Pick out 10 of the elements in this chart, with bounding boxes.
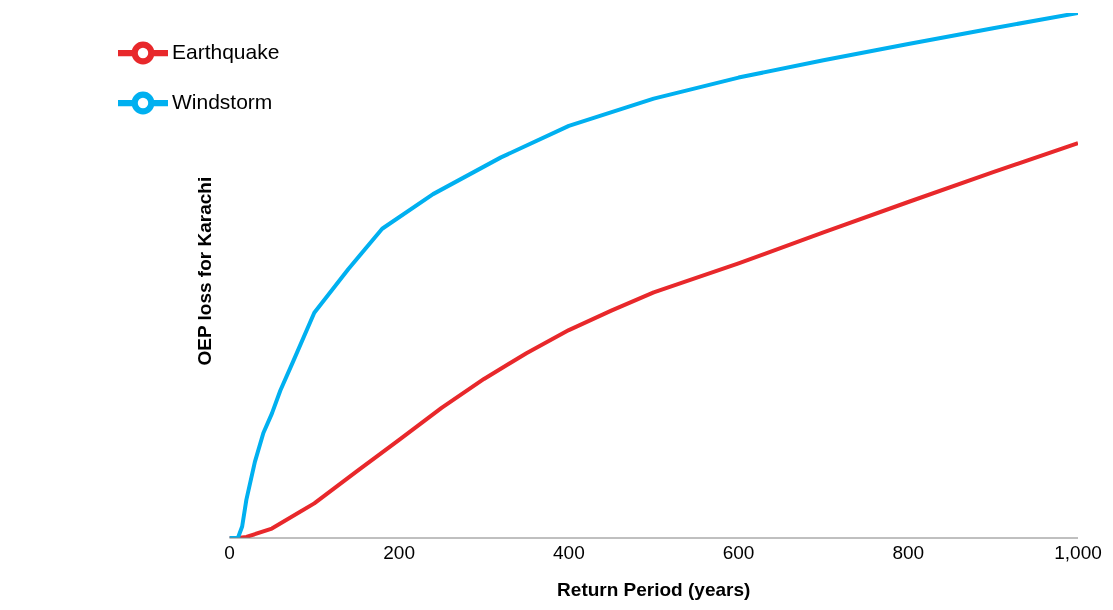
x-tick-label: 0 [224, 542, 235, 564]
x-tick-label: 1,000 [1054, 542, 1102, 564]
x-tick-label: 800 [892, 542, 925, 564]
legend-label: Windstorm [172, 89, 273, 113]
y-axis-title: OEP loss for Karachi [194, 176, 216, 366]
legend-label: Earthquake [172, 39, 280, 63]
x-axis-title: Return Period (years) [557, 579, 751, 600]
x-tick-label: 200 [383, 542, 415, 564]
x-tick-label: 400 [553, 542, 585, 564]
x-tick-label: 600 [722, 542, 755, 564]
